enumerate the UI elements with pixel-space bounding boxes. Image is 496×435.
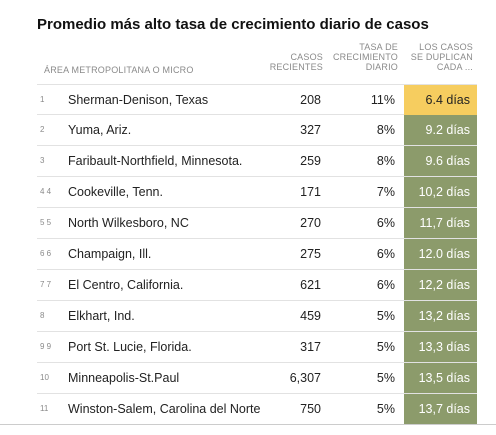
growth-rate: 6% [376, 278, 395, 292]
table-row: 11 Winston-Salem, Carolina del Norte 750… [37, 394, 477, 425]
table-row: 10 Minneapolis-St.Paul 6,307 5% 13,5 día… [37, 363, 477, 394]
growth-rate: 8% [376, 123, 395, 137]
doubling-time-cell: 13,5 días [404, 363, 477, 393]
table-row: 2 Yuma, Ariz. 327 8% 9.2 días [37, 115, 477, 146]
recent-cases: 6,307 [289, 371, 321, 385]
column-header-double-line2: SE DUPLICAN [410, 52, 473, 62]
table-row: 7 7 El Centro, California. 621 6% 12,2 d… [37, 270, 477, 301]
recent-cases: 621 [300, 278, 321, 292]
doubling-time-cell: 13,3 días [404, 332, 477, 362]
rank-number: 5 5 [40, 218, 52, 227]
column-header-area: ÁREA METROPOLITANA O MICRO [44, 65, 194, 75]
column-header-double-line1: LOS CASOS [419, 42, 473, 52]
table-row: 6 6 Champaign, Ill. 275 6% 12.0 días [37, 239, 477, 270]
column-header-rate-line2: CRECIMIENTO [332, 52, 398, 62]
column-header-growth-rate: TASA DE CRECIMIENTO DIARIO [328, 42, 398, 72]
column-header-rate-line3: DIARIO [365, 62, 398, 72]
doubling-time-cell: 9.2 días [404, 115, 477, 145]
table-body: 1 Sherman-Denison, Texas 208 11% 6.4 día… [37, 84, 477, 425]
doubling-time-cell: 12.0 días [404, 239, 477, 269]
rank-number: 7 7 [40, 280, 52, 289]
rank-number: 2 [40, 125, 45, 134]
metro-area-name: El Centro, California. [68, 278, 184, 292]
growth-rate: 6% [376, 216, 395, 230]
growth-rate: 5% [376, 309, 395, 323]
recent-cases: 275 [300, 247, 321, 261]
doubling-time-cell: 9.6 días [404, 146, 477, 176]
metro-area-name: Champaign, Ill. [68, 247, 152, 261]
growth-rate: 7% [376, 185, 395, 199]
growth-rate: 11% [370, 93, 395, 107]
doubling-time-cell: 12,2 días [404, 270, 477, 300]
table-row: 1 Sherman-Denison, Texas 208 11% 6.4 día… [37, 84, 477, 115]
column-header-rate-line1: TASA DE [359, 42, 398, 52]
table-row: 5 5 North Wilkesboro, NC 270 6% 11,7 día… [37, 208, 477, 239]
growth-rate: 5% [376, 402, 395, 416]
recent-cases: 459 [300, 309, 321, 323]
column-header-double-line3: CADA ... [436, 62, 473, 72]
metro-area-name: Winston-Salem, Carolina del Norte [68, 402, 261, 416]
growth-rate: 6% [376, 247, 395, 261]
rank-number: 6 6 [40, 249, 52, 258]
column-header-cases-line1: CASOS [290, 52, 323, 62]
doubling-time-cell: 13,7 días [404, 394, 477, 424]
column-header-doubling: LOS CASOS SE DUPLICAN CADA ... [405, 42, 473, 72]
doubling-time-cell: 11,7 días [404, 208, 477, 238]
table-row: 8 Elkhart, Ind. 459 5% 13,2 días [37, 301, 477, 332]
rank-number: 1 [40, 95, 45, 104]
doubling-time-cell: 13,2 días [404, 301, 477, 331]
recent-cases: 750 [300, 402, 321, 416]
metro-area-name: Faribault-Northfield, Minnesota. [68, 154, 243, 168]
metro-area-name: Minneapolis-St.Paul [68, 371, 180, 385]
bottom-divider [0, 424, 496, 425]
growth-rate: 5% [376, 340, 395, 354]
table-row: 3 Faribault-Northfield, Minnesota. 259 8… [37, 146, 477, 177]
recent-cases: 259 [300, 154, 321, 168]
metro-area-name: Yuma, Ariz. [68, 123, 132, 137]
metro-area-name: Port St. Lucie, Florida. [68, 340, 192, 354]
metro-area-name: Cookeville, Tenn. [68, 185, 163, 199]
table-row: 9 9 Port St. Lucie, Florida. 317 5% 13,3… [37, 332, 477, 363]
growth-rate: 8% [376, 154, 395, 168]
metro-area-name: North Wilkesboro, NC [68, 216, 189, 230]
metro-area-name: Elkhart, Ind. [68, 309, 135, 323]
recent-cases: 171 [300, 185, 321, 199]
rank-number: 11 [40, 404, 49, 413]
doubling-time-cell: 6.4 días [404, 85, 477, 115]
rank-number: 10 [40, 373, 49, 382]
growth-rate: 5% [376, 371, 395, 385]
recent-cases: 327 [300, 123, 321, 137]
doubling-time-cell: 10,2 días [404, 177, 477, 207]
metro-area-name: Sherman-Denison, Texas [68, 93, 209, 107]
recent-cases: 270 [300, 216, 321, 230]
table-title: Promedio más alto tasa de crecimiento di… [37, 16, 429, 33]
recent-cases: 317 [300, 340, 321, 354]
table-row: 4 4 Cookeville, Tenn. 171 7% 10,2 días [37, 177, 477, 208]
rank-number: 4 4 [40, 187, 52, 196]
rank-number: 9 9 [40, 342, 52, 351]
rank-number: 3 [40, 156, 45, 165]
rank-number: 8 [40, 311, 45, 320]
table-header: ÁREA METROPOLITANA O MICRO CASOS RECIENT… [37, 42, 477, 84]
recent-cases: 208 [300, 93, 321, 107]
column-header-cases-line2: RECIENTES [269, 62, 323, 72]
column-header-cases: CASOS RECIENTES [263, 52, 323, 72]
